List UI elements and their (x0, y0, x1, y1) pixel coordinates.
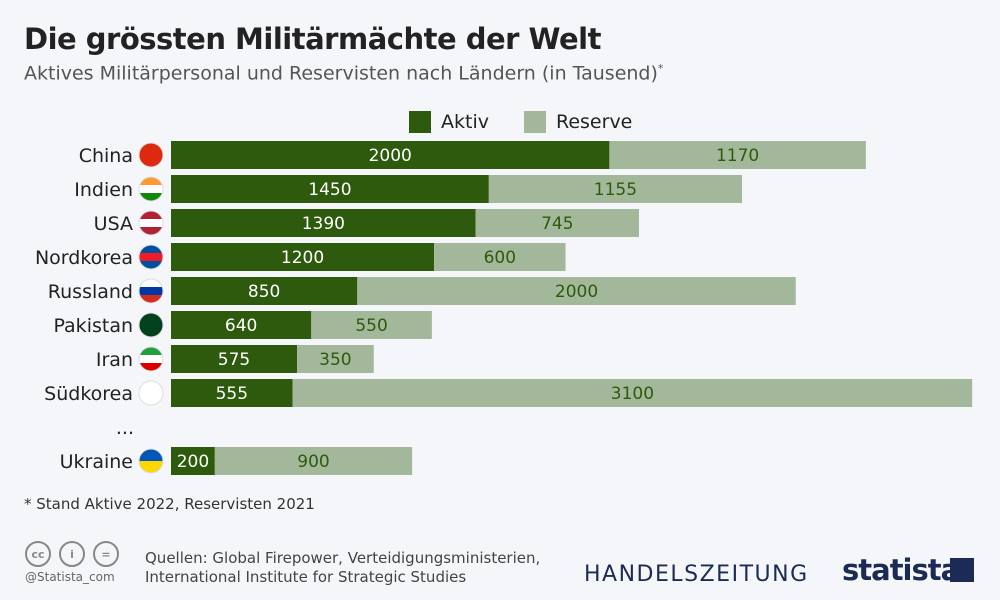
subtitle-footnote-mark: * (657, 62, 664, 75)
cc-icon: cc (25, 541, 51, 567)
legend-swatch (524, 111, 546, 133)
handelszeitung-logo: HANDELSZEITUNG (584, 562, 809, 587)
category-label: Pakistan (53, 315, 133, 337)
bar-reserve (311, 311, 432, 339)
data-label: 555 (216, 384, 248, 404)
pakistan-flag-icon (138, 312, 164, 338)
statista-logo-icon (950, 558, 974, 582)
data-label: 850 (248, 282, 280, 302)
bar-aktiv (171, 379, 293, 407)
bar-reserve (357, 277, 796, 305)
bar-aktiv (171, 209, 476, 237)
bar-aktiv (171, 345, 298, 373)
statista-logo: statista (842, 553, 960, 587)
category-label: ... (116, 417, 134, 439)
data-label: 3100 (611, 384, 654, 404)
by-icon: i (59, 541, 85, 567)
bar-aktiv (171, 277, 358, 305)
bar-aktiv (171, 447, 215, 475)
usa-flag-icon (138, 210, 164, 236)
bar-chart: China 2000 1170 Indien 1450 1155 USA 1390 745 Nor… (35, 141, 973, 475)
category-label: USA (94, 213, 133, 235)
category-label: Iran (96, 349, 133, 371)
sources-line-2: International Institute for Strategic St… (145, 568, 467, 586)
sources: Quellen: Global Firepower, Verteidigungs… (145, 549, 540, 587)
data-label: 200 (177, 452, 209, 472)
legend-item-aktiv: Aktiv (409, 111, 489, 133)
footnote: * Stand Aktive 2022, Reservisten 2021 (24, 495, 315, 513)
data-label: 1450 (308, 180, 351, 200)
data-label: 1170 (716, 146, 759, 166)
data-label: 900 (297, 452, 329, 472)
bar-reserve (434, 243, 566, 271)
legend-label: Reserve (556, 111, 633, 133)
data-label: 1200 (281, 248, 324, 268)
bar-reserve (214, 447, 413, 475)
category-label: Ukraine (60, 451, 133, 473)
data-label: 745 (541, 214, 573, 234)
category-label: Russland (48, 281, 133, 303)
legend-label: Aktiv (441, 111, 489, 133)
sources-line-1: Quellen: Global Firepower, Verteidigungs… (145, 549, 541, 567)
bar-aktiv (171, 141, 610, 169)
data-label: 2000 (555, 282, 598, 302)
data-label: 640 (225, 316, 257, 336)
bar-reserve (609, 141, 866, 169)
iran-flag-icon (138, 346, 164, 372)
data-label: 1390 (302, 214, 345, 234)
chart-subtitle: Aktives Militärpersonal und Reservisten … (24, 62, 663, 84)
data-label: 600 (484, 248, 516, 268)
india-flag-icon (138, 176, 164, 202)
bar-aktiv (171, 311, 312, 339)
china-flag-icon (138, 142, 164, 168)
legend-swatch (409, 111, 431, 133)
bar-reserve (488, 175, 743, 203)
category-label: Nordkorea (35, 247, 133, 269)
bar-reserve (475, 209, 639, 237)
bar-aktiv (171, 243, 435, 271)
legend-item-reserve: Reserve (524, 111, 632, 133)
category-label: China (79, 145, 133, 167)
data-label: 575 (218, 350, 250, 370)
bar-reserve (292, 379, 973, 407)
category-label: Indien (74, 179, 133, 201)
data-label: 2000 (369, 146, 412, 166)
north-korea-flag-icon (138, 244, 164, 270)
russia-flag-icon (138, 278, 164, 304)
statista-handle: @Statista_com (25, 570, 115, 584)
ukraine-flag-icon (138, 448, 164, 474)
south-korea-flag-icon (138, 380, 164, 406)
bar-aktiv (171, 175, 489, 203)
nd-icon: = (93, 541, 119, 567)
data-label: 550 (355, 316, 387, 336)
data-label: 1155 (594, 180, 637, 200)
subtitle-text: Aktives Militärpersonal und Reservisten … (24, 62, 658, 85)
bar-reserve (297, 345, 374, 373)
chart-title: Die grössten Militärmächte der Welt (24, 22, 601, 56)
data-label: 350 (319, 350, 351, 370)
category-label: Südkorea (44, 383, 133, 405)
